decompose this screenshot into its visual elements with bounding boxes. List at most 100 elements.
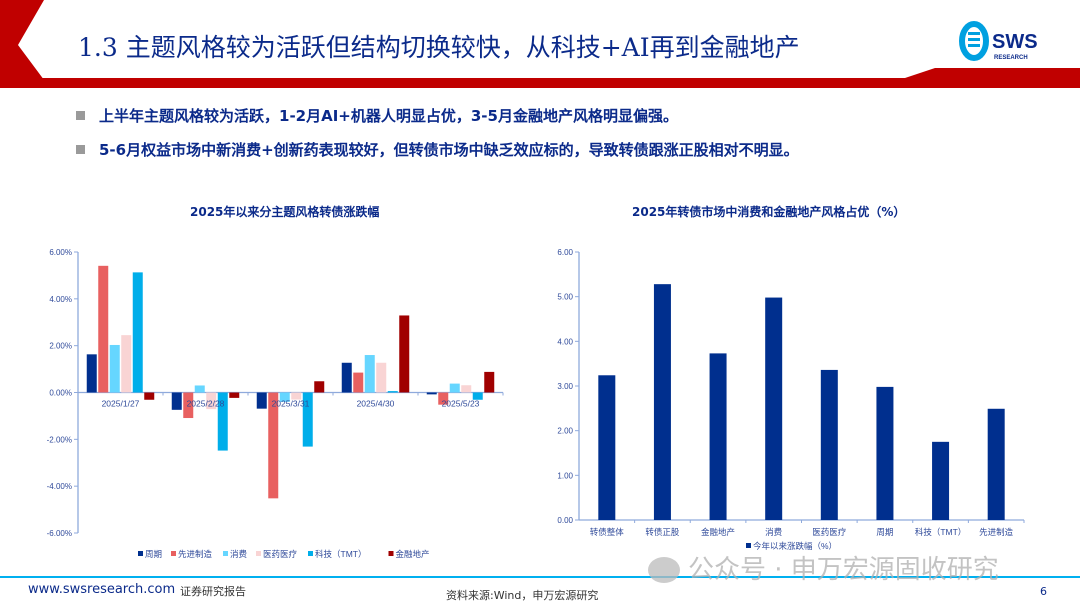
bar [98,265,109,393]
bar [291,392,302,400]
bar [314,381,325,393]
legend-swatch [256,551,261,556]
left-chart-title: 2025年以来分主题风格转债涨跌幅 [190,205,380,219]
legend-label: 消费 [230,549,248,559]
page-title: 1.3 主题风格较为活跃但结构切换较快，从科技+AI再到金融地产 [78,33,800,62]
y-tick-label: 2.00% [49,342,72,351]
bar [932,441,950,520]
x-tick-label: 2025/5/23 [442,399,480,409]
legend-label: 先进制造 [178,549,213,559]
legend-swatch [223,551,228,556]
footer-source: 资料来源:Wind，申万宏源研究 [446,589,599,602]
right-chart-title: 2025年转债市场中消费和金融地产风格占优（%） [632,205,906,219]
y-tick-label: -2.00% [47,435,72,444]
x-tick-label: 金融地产 [701,527,735,537]
legend-label: 科技（TMT） [315,549,366,559]
legend-swatch [171,551,176,556]
bar [376,362,387,393]
legend-label: 今年以来涨跌幅（%） [753,541,837,551]
bullet-square-icon [76,110,85,120]
bar [653,284,671,520]
legend-label: 周期 [145,549,162,559]
legend-label: 医药医疗 [263,549,298,559]
y-tick-label: 0.00 [557,516,573,525]
y-tick-label: 2.00 [557,427,573,436]
bar [820,369,838,520]
bar [206,392,217,410]
x-tick-label: 医药医疗 [812,527,847,537]
y-tick-label: 5.00 [557,293,573,302]
bar [256,392,267,409]
bar [132,272,143,393]
x-tick-label: 周期 [876,527,893,537]
y-tick-label: 0.00% [49,389,72,398]
bar [472,392,483,400]
footer-website[interactable]: www.swsresearch.com [28,582,176,597]
bar [876,386,894,520]
bar [484,371,495,393]
bullet-square-icon [76,144,85,154]
bar [765,297,783,520]
y-tick-label: 1.00 [557,471,573,480]
bar [302,392,313,447]
legend-swatch [138,551,143,556]
bar [194,385,205,393]
y-tick-label: 4.00 [557,337,573,346]
bar [461,385,472,393]
bullet-item: 上半年主题风格较为活跃，1-2月AI+机器人明显占优，3-5月金融地产风格明显偏… [76,98,799,132]
y-tick-label: 6.00% [49,248,72,257]
x-tick-label: 科技（TMT） [915,527,966,537]
legend-swatch [746,543,751,548]
x-tick-label: 转债正股 [645,527,680,537]
bar [144,392,155,400]
x-tick-label: 消费 [765,527,783,537]
legend-swatch [308,551,313,556]
x-tick-label: 2025/4/30 [357,399,395,409]
bar [426,392,437,395]
bar [171,392,182,410]
bar [353,372,364,393]
legend-label: 金融地产 [396,549,430,559]
red-chevron [0,0,50,88]
watermark: 公众号 · 申万宏源固收研究 [648,556,999,584]
bar [399,315,410,393]
x-tick-label: 2025/1/27 [102,399,140,409]
bar [709,353,727,520]
x-tick-label: 2025/2/28 [187,399,225,409]
page-number: 6 [1040,585,1047,598]
bar [109,344,120,393]
bullet-item: 5-6月权益市场中新消费+创新药表现较好，但转债市场中缺乏效应标的，导致转债跟涨… [76,132,799,166]
bar [183,392,194,419]
sws-logo: SWS RESEARCH [958,20,1058,64]
bar [86,354,97,393]
bar [341,362,352,393]
y-tick-label: 4.00% [49,295,72,304]
bar [387,391,398,393]
red-header-step [905,68,1080,78]
bar [279,392,290,402]
footer-report-type: 证券研究报告 [180,585,246,598]
x-tick-label: 转债整体 [590,527,625,537]
y-tick-label: -4.00% [47,482,72,491]
bullet-list: 上半年主题风格较为活跃，1-2月AI+机器人明显占优，3-5月金融地产风格明显偏… [76,98,799,166]
bar [217,392,228,451]
x-tick-label: 先进制造 [979,527,1014,537]
bar [364,355,375,393]
bar [598,375,616,520]
y-tick-label: 3.00 [557,382,573,391]
y-tick-label: 6.00 [557,248,573,257]
bar [449,383,460,393]
bar [229,392,240,398]
y-tick-label: -6.00% [47,529,72,538]
bar [268,392,279,499]
bar [438,392,449,405]
red-header-bar [38,78,1080,88]
bar [121,335,132,393]
legend-swatch [388,551,394,556]
wechat-icon [648,557,680,583]
svg-text:SWS: SWS [992,31,1038,53]
bar [987,408,1005,520]
